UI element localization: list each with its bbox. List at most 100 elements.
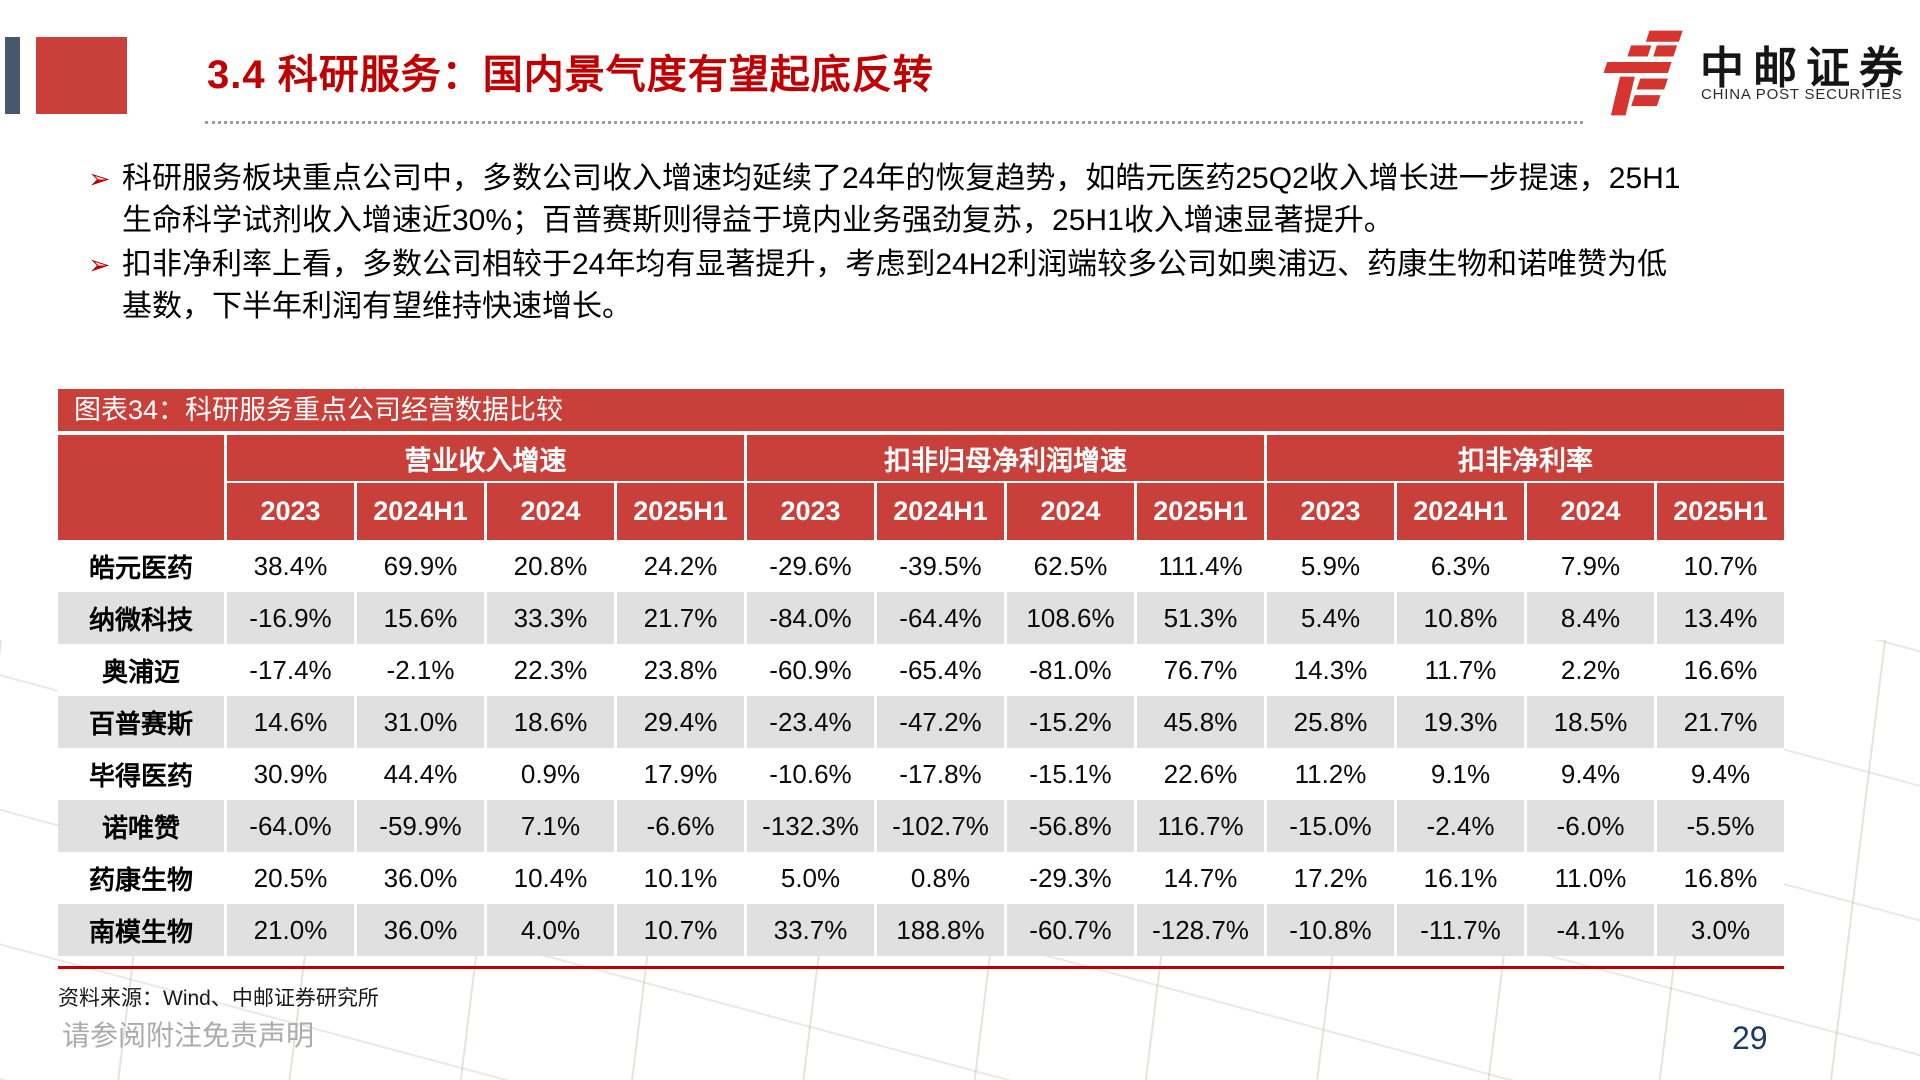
value-cell: 2.2% <box>1524 644 1654 696</box>
year-header-cell: 2024 <box>484 483 614 540</box>
value-cell: -15.0% <box>1264 800 1394 852</box>
value-cell: 9.4% <box>1654 748 1784 800</box>
value-cell: 5.0% <box>744 852 874 904</box>
value-cell: -17.8% <box>874 748 1004 800</box>
value-cell: 116.7% <box>1134 800 1264 852</box>
corner-cell <box>58 435 224 540</box>
value-cell: 10.4% <box>484 852 614 904</box>
company-name-cell: 毕得医药 <box>88 760 193 791</box>
value-cell: 38.4% <box>224 540 354 592</box>
value-cell: 188.8% <box>874 904 1004 956</box>
company-name-cell: 百普赛斯 <box>88 708 193 739</box>
value-cell: 10.7% <box>614 904 744 956</box>
table-underline <box>58 966 1784 969</box>
value-cell: -29.3% <box>1004 852 1134 904</box>
value-cell: -6.0% <box>1524 800 1654 852</box>
value-cell: 108.6% <box>1004 592 1134 644</box>
footer-disclaimer: 请参阅附注免责声明 <box>62 1020 315 1051</box>
value-cell: -47.2% <box>874 696 1004 748</box>
company-name-cell: 纳微科技 <box>88 604 193 635</box>
title-divider <box>205 121 1583 124</box>
table-row: 纳微科技 -16.9% 15.6% 33.3% 21.7% -84.0% -64.4% 108… <box>58 592 1784 644</box>
value-cell: 16.1% <box>1394 852 1524 904</box>
year-header-row: 2023 2024H1 2024 2025H1 2023 2024H1 2024 2025H1… <box>58 483 1784 540</box>
value-cell: -2.4% <box>1394 800 1524 852</box>
value-cell: 11.0% <box>1524 852 1654 904</box>
value-cell: 44.4% <box>354 748 484 800</box>
background-grid-pattern <box>0 640 1920 1080</box>
china-post-emblem-icon <box>1603 30 1683 116</box>
value-cell: -132.3% <box>744 800 874 852</box>
value-cell: 21.7% <box>614 592 744 644</box>
value-cell: 10.7% <box>1654 540 1784 592</box>
logo-text-en: CHINA POST SECURITIES <box>1701 86 1903 103</box>
value-cell: 21.7% <box>1654 696 1784 748</box>
value-cell: 30.9% <box>224 748 354 800</box>
value-cell: -64.4% <box>874 592 1004 644</box>
value-cell: -15.1% <box>1004 748 1134 800</box>
value-cell: 15.6% <box>354 592 484 644</box>
value-cell: 45.8% <box>1134 696 1264 748</box>
value-cell: 31.0% <box>354 696 484 748</box>
group-header-net-profit-growth: 扣非归母净利润增速 <box>744 435 1264 483</box>
value-cell: 18.5% <box>1524 696 1654 748</box>
value-cell: 36.0% <box>354 852 484 904</box>
value-cell: 19.3% <box>1394 696 1524 748</box>
value-cell: 0.8% <box>874 852 1004 904</box>
value-cell: -10.6% <box>744 748 874 800</box>
value-cell: 21.0% <box>224 904 354 956</box>
logo-text-cn: 中邮证券 <box>1700 44 1912 93</box>
value-cell: 14.6% <box>224 696 354 748</box>
value-cell: -84.0% <box>744 592 874 644</box>
figure-table: 图表34：科研服务重点公司经营数据比较 营业收入增速 扣非归母净利润增速 扣非净… <box>58 389 1784 956</box>
table-row: 药康生物 20.5% 36.0% 10.4% 10.1% 5.0% 0.8% -29.3% 14… <box>58 852 1784 904</box>
value-cell: -64.0% <box>224 800 354 852</box>
value-cell: -5.5% <box>1654 800 1784 852</box>
value-cell: -56.8% <box>1004 800 1134 852</box>
value-cell: 76.7% <box>1134 644 1264 696</box>
value-cell: 8.4% <box>1524 592 1654 644</box>
value-cell: 33.3% <box>484 592 614 644</box>
table-row: 皓元医药 38.4% 69.9% 20.8% 24.2% -29.6% -39.5% 62.5… <box>58 540 1784 592</box>
value-cell: 24.2% <box>614 540 744 592</box>
year-header-cell: 2025H1 <box>614 483 744 540</box>
value-cell: 7.9% <box>1524 540 1654 592</box>
value-cell: 5.4% <box>1264 592 1394 644</box>
year-header-cell: 2024H1 <box>1394 483 1524 540</box>
value-cell: 9.4% <box>1524 748 1654 800</box>
value-cell: 17.9% <box>614 748 744 800</box>
value-cell: 25.8% <box>1264 696 1394 748</box>
year-header-cell: 2023 <box>1264 483 1394 540</box>
value-cell: -59.9% <box>354 800 484 852</box>
year-header-cell: 2023 <box>224 483 354 540</box>
value-cell: -17.4% <box>224 644 354 696</box>
value-cell: -6.6% <box>614 800 744 852</box>
year-header-cell: 2024H1 <box>874 483 1004 540</box>
bullet-arrow-icon: ➢ <box>88 164 111 194</box>
value-cell: 20.8% <box>484 540 614 592</box>
year-header-cell: 2024 <box>1524 483 1654 540</box>
group-header-net-margin: 扣非净利率 <box>1264 435 1784 483</box>
table-row: 南模生物 21.0% 36.0% 4.0% 10.7% 33.7% 188.8% -60.7%… <box>58 904 1784 956</box>
value-cell: 3.0% <box>1654 904 1784 956</box>
value-cell: 14.3% <box>1264 644 1394 696</box>
value-cell: 7.1% <box>484 800 614 852</box>
company-name-cell: 奥浦迈 <box>101 656 180 687</box>
data-table: 营业收入增速 扣非归母净利润增速 扣非净利率 2023 2024H1 2024 202… <box>58 435 1784 956</box>
year-header-cell: 2025H1 <box>1134 483 1264 540</box>
table-row: 毕得医药 30.9% 44.4% 0.9% 17.9% -10.6% -17.8% -15.1… <box>58 748 1784 800</box>
value-cell: 33.7% <box>744 904 874 956</box>
value-cell: 11.2% <box>1264 748 1394 800</box>
company-name-cell: 诺唯赞 <box>101 812 180 843</box>
value-cell: 69.9% <box>354 540 484 592</box>
value-cell: 17.2% <box>1264 852 1394 904</box>
bullet-item: ➢ 扣非净利率上看，多数公司相较于24年均有显著提升，考虑到24H2利润端较多公… <box>88 244 1728 328</box>
value-cell: 51.3% <box>1134 592 1264 644</box>
bullet-text: 扣非净利率上看，多数公司相较于24年均有显著提升，考虑到24H2利润端较多公司如… <box>122 248 1668 323</box>
group-header-row: 营业收入增速 扣非归母净利润增速 扣非净利率 <box>58 435 1784 540</box>
company-name-cell: 皓元医药 <box>88 552 193 583</box>
value-cell: -11.7% <box>1394 904 1524 956</box>
year-header-cell: 2023 <box>744 483 874 540</box>
value-cell: 10.1% <box>614 852 744 904</box>
